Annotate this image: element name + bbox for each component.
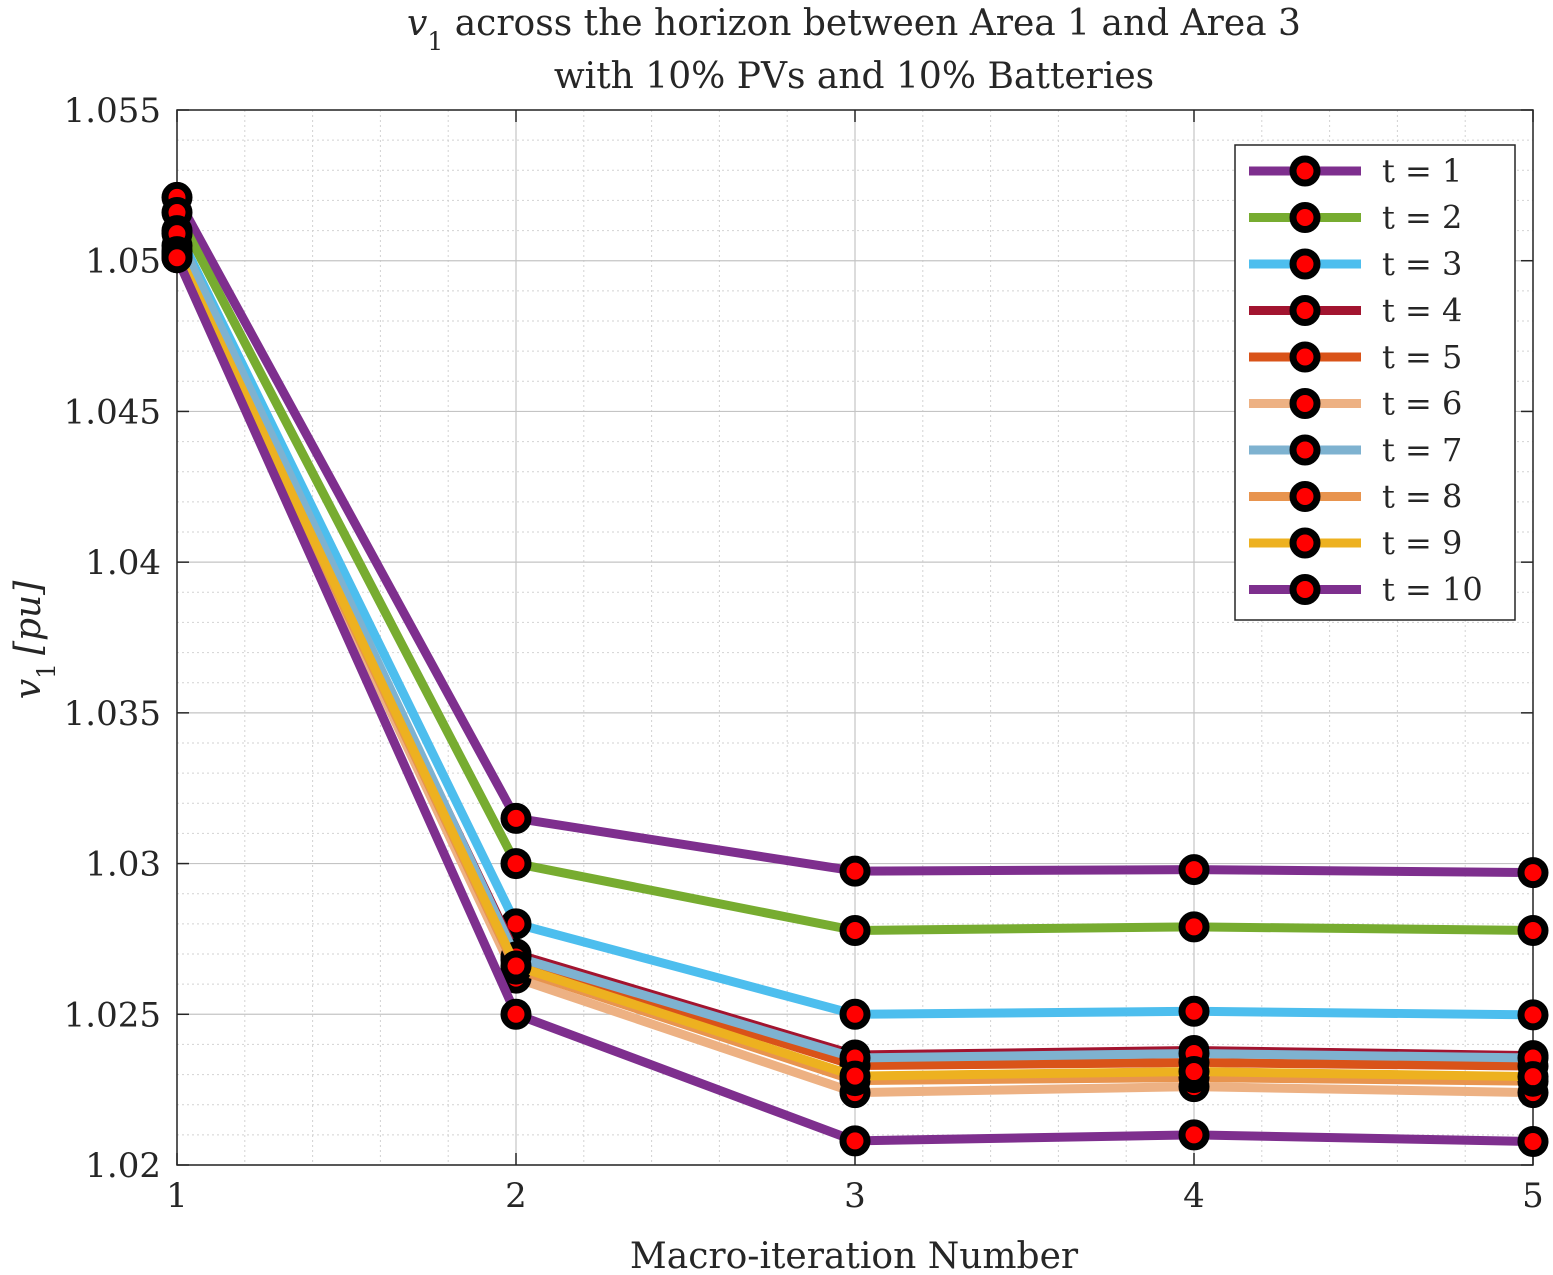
y-label-unit: [pu] bbox=[8, 580, 49, 655]
legend-entry: t = 6 bbox=[1249, 385, 1462, 423]
legend-label: t = 6 bbox=[1382, 385, 1462, 423]
data-point-marker bbox=[839, 998, 871, 1030]
title-var: v bbox=[407, 3, 427, 44]
series-t-2 bbox=[161, 196, 1549, 946]
legend-entry: t = 10 bbox=[1249, 571, 1483, 609]
data-point-marker bbox=[839, 1060, 871, 1092]
x-tick-label: 4 bbox=[1183, 1176, 1205, 1216]
legend-label: t = 3 bbox=[1382, 245, 1462, 283]
legend-entry: t = 8 bbox=[1249, 478, 1462, 516]
data-point-marker bbox=[1178, 1056, 1210, 1088]
legend-marker bbox=[1289, 388, 1321, 419]
data-point-marker bbox=[500, 950, 532, 982]
data-point-marker bbox=[500, 998, 532, 1030]
series-t-10 bbox=[161, 242, 1549, 1157]
data-point-marker bbox=[1178, 854, 1210, 886]
chart-title-line2: with 10% PVs and 10% Batteries bbox=[554, 56, 1154, 97]
y-tick-label: 1.045 bbox=[64, 392, 161, 432]
legend-label: t = 7 bbox=[1382, 431, 1462, 469]
data-point-marker bbox=[1517, 1125, 1549, 1157]
data-point-marker bbox=[1178, 911, 1210, 943]
data-point-marker bbox=[1517, 857, 1549, 889]
y-label-sub: 1 bbox=[32, 663, 61, 679]
series-layer bbox=[161, 181, 1549, 1157]
legend-marker bbox=[1289, 202, 1321, 233]
legend-entry: t = 4 bbox=[1249, 292, 1462, 330]
chart-title-line1: v1 across the horizon between Area 1 and… bbox=[407, 3, 1301, 56]
y-tick-label: 1.05 bbox=[85, 242, 161, 282]
legend-entry: t = 9 bbox=[1249, 524, 1462, 562]
data-point-marker bbox=[1178, 995, 1210, 1027]
x-tick-label: 1 bbox=[166, 1176, 188, 1216]
legend-marker bbox=[1289, 248, 1321, 280]
x-tick-label: 2 bbox=[505, 1176, 527, 1216]
legend-entry: t = 3 bbox=[1249, 245, 1462, 283]
y-tick-label: 1.02 bbox=[85, 1146, 161, 1186]
x-tick-label: 3 bbox=[844, 1176, 866, 1216]
y-tick-label: 1.04 bbox=[85, 543, 161, 583]
legend-entry: t = 2 bbox=[1249, 199, 1462, 237]
legend-marker bbox=[1289, 341, 1321, 373]
data-point-marker bbox=[500, 848, 532, 880]
y-tick-label: 1.055 bbox=[64, 91, 161, 131]
legend-label: t = 4 bbox=[1382, 292, 1462, 330]
x-tick-label: 5 bbox=[1522, 1176, 1544, 1216]
x-axis-label: Macro-iteration Number bbox=[630, 1236, 1079, 1275]
legend-entry: t = 1 bbox=[1249, 152, 1462, 190]
data-point-marker bbox=[1517, 1061, 1549, 1093]
legend-entry: t = 5 bbox=[1249, 338, 1462, 376]
data-point-marker bbox=[839, 855, 871, 887]
tick-labels: 1 2 3 4 5 1.02 1.025 1.03 1.035 1.04 1.045 1.05 1.05… bbox=[64, 91, 1544, 1216]
legend: t = 1 t = 2 t = 3 t = 4 t = 5 t = 6 t = 7 t = 8… bbox=[1234, 144, 1516, 621]
y-tick-label: 1.035 bbox=[64, 694, 161, 734]
data-point-marker bbox=[1517, 999, 1549, 1031]
y-axis-label: v1 [pu] bbox=[8, 580, 61, 700]
data-point-marker bbox=[500, 802, 532, 834]
data-point-marker bbox=[839, 1125, 871, 1157]
data-point-marker bbox=[1517, 914, 1549, 946]
title-text: across the horizon between Area 1 and Ar… bbox=[443, 3, 1301, 44]
legend-label: t = 5 bbox=[1382, 338, 1462, 376]
legend-marker bbox=[1289, 295, 1321, 326]
data-point-marker bbox=[161, 242, 193, 274]
legend-entry: t = 7 bbox=[1249, 431, 1462, 469]
legend-marker bbox=[1289, 527, 1321, 559]
title-sub: 1 bbox=[427, 27, 443, 56]
legend-label: t = 9 bbox=[1382, 524, 1462, 562]
legend-label: t = 10 bbox=[1382, 571, 1483, 609]
legend-label: t = 2 bbox=[1382, 199, 1462, 237]
y-label-var: v bbox=[8, 679, 49, 699]
legend-marker bbox=[1289, 434, 1321, 466]
legend-label: t = 1 bbox=[1382, 152, 1462, 190]
data-point-marker bbox=[839, 914, 871, 946]
legend-marker bbox=[1289, 155, 1321, 187]
y-tick-label: 1.03 bbox=[85, 845, 161, 885]
data-point-marker bbox=[1178, 1119, 1210, 1151]
y-tick-label: 1.025 bbox=[64, 995, 161, 1035]
legend-label: t = 8 bbox=[1382, 478, 1462, 516]
legend-marker bbox=[1289, 574, 1321, 605]
legend-marker bbox=[1289, 481, 1321, 512]
